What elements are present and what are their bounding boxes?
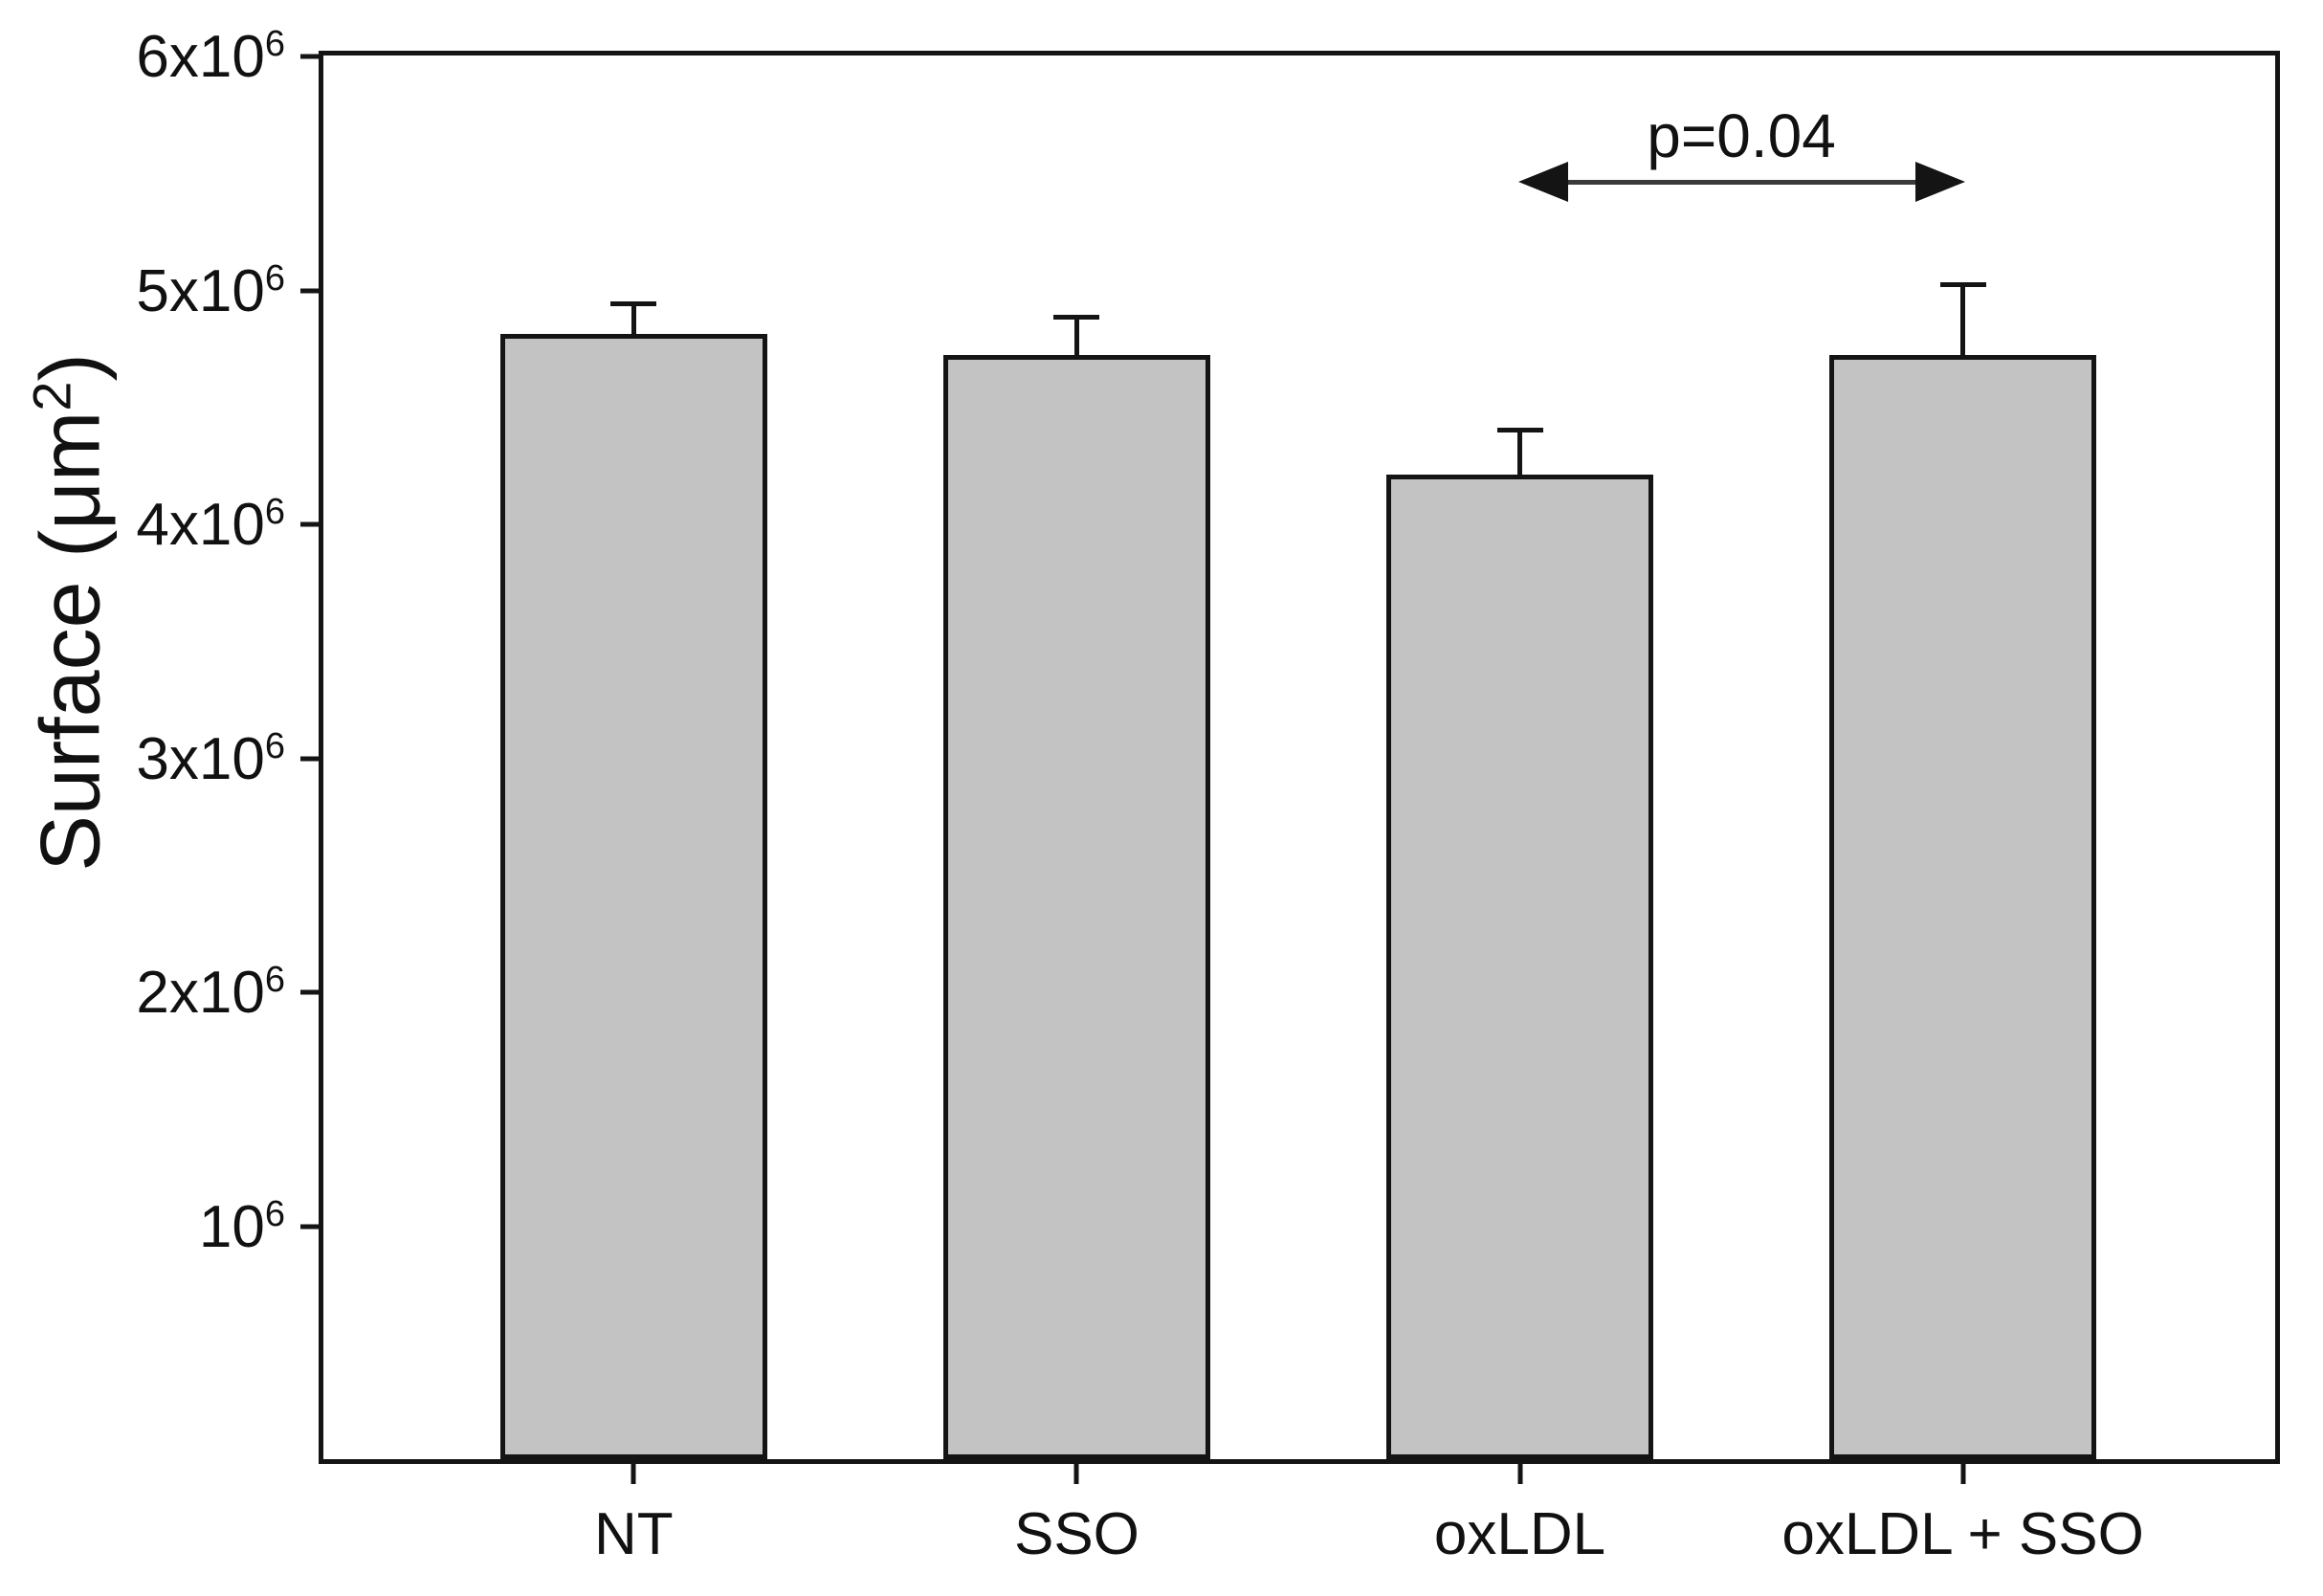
y-axis-title: Surface (μm2) <box>21 353 118 872</box>
y-tick-mark <box>300 288 323 293</box>
x-category-label: NT <box>594 1501 674 1567</box>
double-arrow-line <box>1560 179 1923 185</box>
bar-oxLDL <box>1385 474 1654 1459</box>
y-tick-label: 2x106 <box>136 960 285 1027</box>
arrowhead-left-icon <box>1517 162 1568 203</box>
x-tick-mark <box>1517 1459 1523 1484</box>
error-bar-stem <box>1517 430 1523 475</box>
y-tick-label: 6x106 <box>136 24 285 91</box>
x-category-label: oxLDL <box>1433 1501 1606 1567</box>
bar-oxLDL + SSO <box>1828 354 2097 1459</box>
plot-area: 106 2x106 3x106 4x106 5x106 6x106 NT SSO oxLDL ox… <box>136 26 2280 1564</box>
bar-NT <box>499 333 768 1459</box>
x-tick-mark <box>1073 1459 1079 1484</box>
exponent: 6 <box>264 492 285 533</box>
exponent: 6 <box>264 725 285 766</box>
x-tick-mark <box>1960 1459 1966 1484</box>
exponent: 6 <box>264 257 285 299</box>
error-bar-cap <box>1939 282 1986 288</box>
error-bar-cap <box>1053 315 1100 321</box>
error-bar-cap <box>610 300 657 306</box>
x-category-label: SSO <box>1013 1501 1139 1567</box>
y-tick-label: 5x106 <box>136 257 285 324</box>
y-tick-mark <box>300 756 323 761</box>
error-bar-stem <box>1073 317 1079 355</box>
y-tick-mark <box>300 54 323 59</box>
exponent: 6 <box>264 1193 285 1234</box>
x-tick-mark <box>631 1459 636 1484</box>
y-tick-mark <box>300 1224 323 1229</box>
exponent: 6 <box>264 960 285 1001</box>
exponent: 2 <box>21 381 82 411</box>
y-tick-label: 3x106 <box>136 725 285 792</box>
error-bar-stem <box>1960 284 1966 355</box>
y-tick-label: 106 <box>198 1193 285 1260</box>
x-category-label: oxLDL + SSO <box>1781 1501 2144 1567</box>
y-tick-label: 4x106 <box>136 492 285 559</box>
y-tick-mark <box>300 521 323 527</box>
error-bar-cap <box>1496 427 1543 432</box>
arrowhead-right-icon <box>1914 162 1965 203</box>
p-value-label: p=0.04 <box>1647 101 1836 171</box>
exponent: 6 <box>264 24 285 65</box>
error-bar-stem <box>631 303 636 334</box>
bar-SSO <box>942 354 1211 1459</box>
y-tick-mark <box>300 989 323 995</box>
